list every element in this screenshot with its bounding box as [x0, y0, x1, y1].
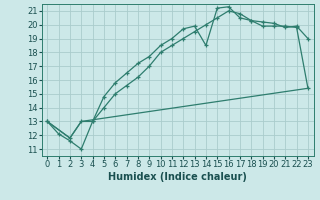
- X-axis label: Humidex (Indice chaleur): Humidex (Indice chaleur): [108, 172, 247, 182]
